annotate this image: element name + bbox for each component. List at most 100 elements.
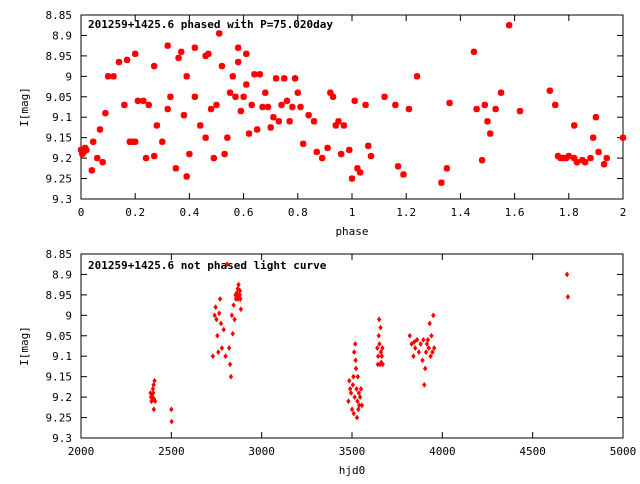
data-point: [305, 111, 312, 119]
data-point: [600, 161, 608, 168]
data-point: [571, 122, 578, 129]
data-point: [358, 386, 364, 392]
data-point: [270, 114, 277, 121]
data-point: [213, 304, 218, 311]
data-point: [236, 281, 241, 288]
data-point: [88, 167, 96, 174]
data-point: [102, 109, 109, 117]
data-point: [478, 156, 486, 164]
data-point: [115, 58, 123, 66]
data-point: [332, 122, 339, 129]
data-point: [353, 365, 359, 372]
data-point: [619, 134, 627, 141]
data-point: [151, 406, 156, 413]
x-axis-label: hjd0: [339, 464, 366, 477]
y-tick-label: 9.15: [46, 371, 73, 384]
data-point: [275, 118, 283, 125]
data-point: [348, 390, 354, 396]
data-point: [367, 152, 375, 160]
data-point: [231, 302, 236, 309]
data-point: [428, 353, 433, 360]
data-point: [94, 154, 101, 162]
data-point: [217, 296, 223, 302]
data-point: [379, 353, 384, 360]
data-point: [251, 71, 258, 78]
data-point: [150, 62, 158, 70]
data-point: [377, 341, 382, 347]
data-point: [473, 105, 480, 113]
y-tick-label: 9.25: [46, 173, 73, 186]
data-point: [505, 22, 513, 29]
y-tick-label: 8.85: [46, 9, 73, 22]
y-tick-label: 8.95: [46, 289, 73, 302]
data-point: [422, 365, 428, 372]
data-point: [245, 130, 253, 137]
data-point: [238, 296, 243, 302]
data-point: [169, 406, 174, 413]
data-point: [291, 75, 299, 82]
data-point: [150, 152, 158, 160]
data-point: [202, 134, 209, 141]
data-point: [213, 101, 220, 109]
y-axis-label: I[mag]: [18, 87, 31, 127]
data-point: [207, 105, 215, 113]
data-point: [571, 154, 578, 162]
data-point: [186, 150, 193, 158]
data-point: [421, 336, 426, 343]
data-point: [351, 373, 356, 380]
data-point: [212, 312, 217, 319]
data-point: [354, 386, 359, 392]
y-tick-label: 9.1: [52, 350, 72, 363]
data-point: [422, 381, 427, 388]
chart-panel-1: 0 0.2 0.4 0.6 0.8 1 1.2 1.4 1.6 1.8 2 8.85 8.9 8.95 9 9…: [18, 9, 626, 238]
data-point: [405, 105, 413, 113]
data-point: [152, 398, 158, 405]
data-point: [380, 361, 385, 368]
data-point: [356, 390, 362, 396]
y-tick-label: 9.3: [52, 432, 72, 445]
data-point: [259, 103, 266, 111]
data-point: [229, 312, 235, 319]
data-point: [412, 339, 417, 345]
chart-title: 201259+1425.6 not phased light curve: [88, 259, 327, 272]
data-point: [153, 122, 161, 129]
data-point: [237, 107, 245, 115]
y-tick-label: 8.85: [46, 248, 73, 261]
data-point: [394, 163, 402, 170]
data-point: [487, 130, 494, 137]
data-point: [438, 179, 445, 186]
data-point: [230, 330, 235, 337]
data-point: [283, 97, 291, 105]
y-tick-label: 9.3: [52, 193, 72, 206]
data-point: [413, 345, 418, 351]
data-point: [492, 105, 499, 113]
data-point: [427, 320, 432, 327]
data-point: [89, 138, 97, 145]
data-point: [589, 134, 597, 141]
data-point: [152, 377, 157, 384]
data-point: [414, 336, 420, 343]
data-point: [430, 349, 435, 356]
data-point: [175, 54, 182, 62]
data-points: [148, 261, 571, 425]
data-point: [481, 101, 488, 109]
data-point: [180, 111, 188, 119]
data-points: [77, 22, 627, 186]
data-point: [286, 118, 293, 125]
data-point: [546, 87, 554, 94]
data-point: [197, 122, 204, 129]
data-point: [413, 73, 421, 80]
data-point: [219, 345, 225, 351]
data-point: [191, 44, 199, 51]
y-axis-label: I[mag]: [18, 326, 31, 366]
data-point: [96, 126, 104, 133]
data-point: [351, 349, 357, 356]
data-point: [564, 271, 570, 278]
data-point: [423, 349, 429, 356]
data-point: [216, 349, 221, 356]
data-point: [355, 373, 360, 380]
data-point: [234, 44, 242, 51]
x-tick-label: 0.8: [288, 206, 308, 219]
